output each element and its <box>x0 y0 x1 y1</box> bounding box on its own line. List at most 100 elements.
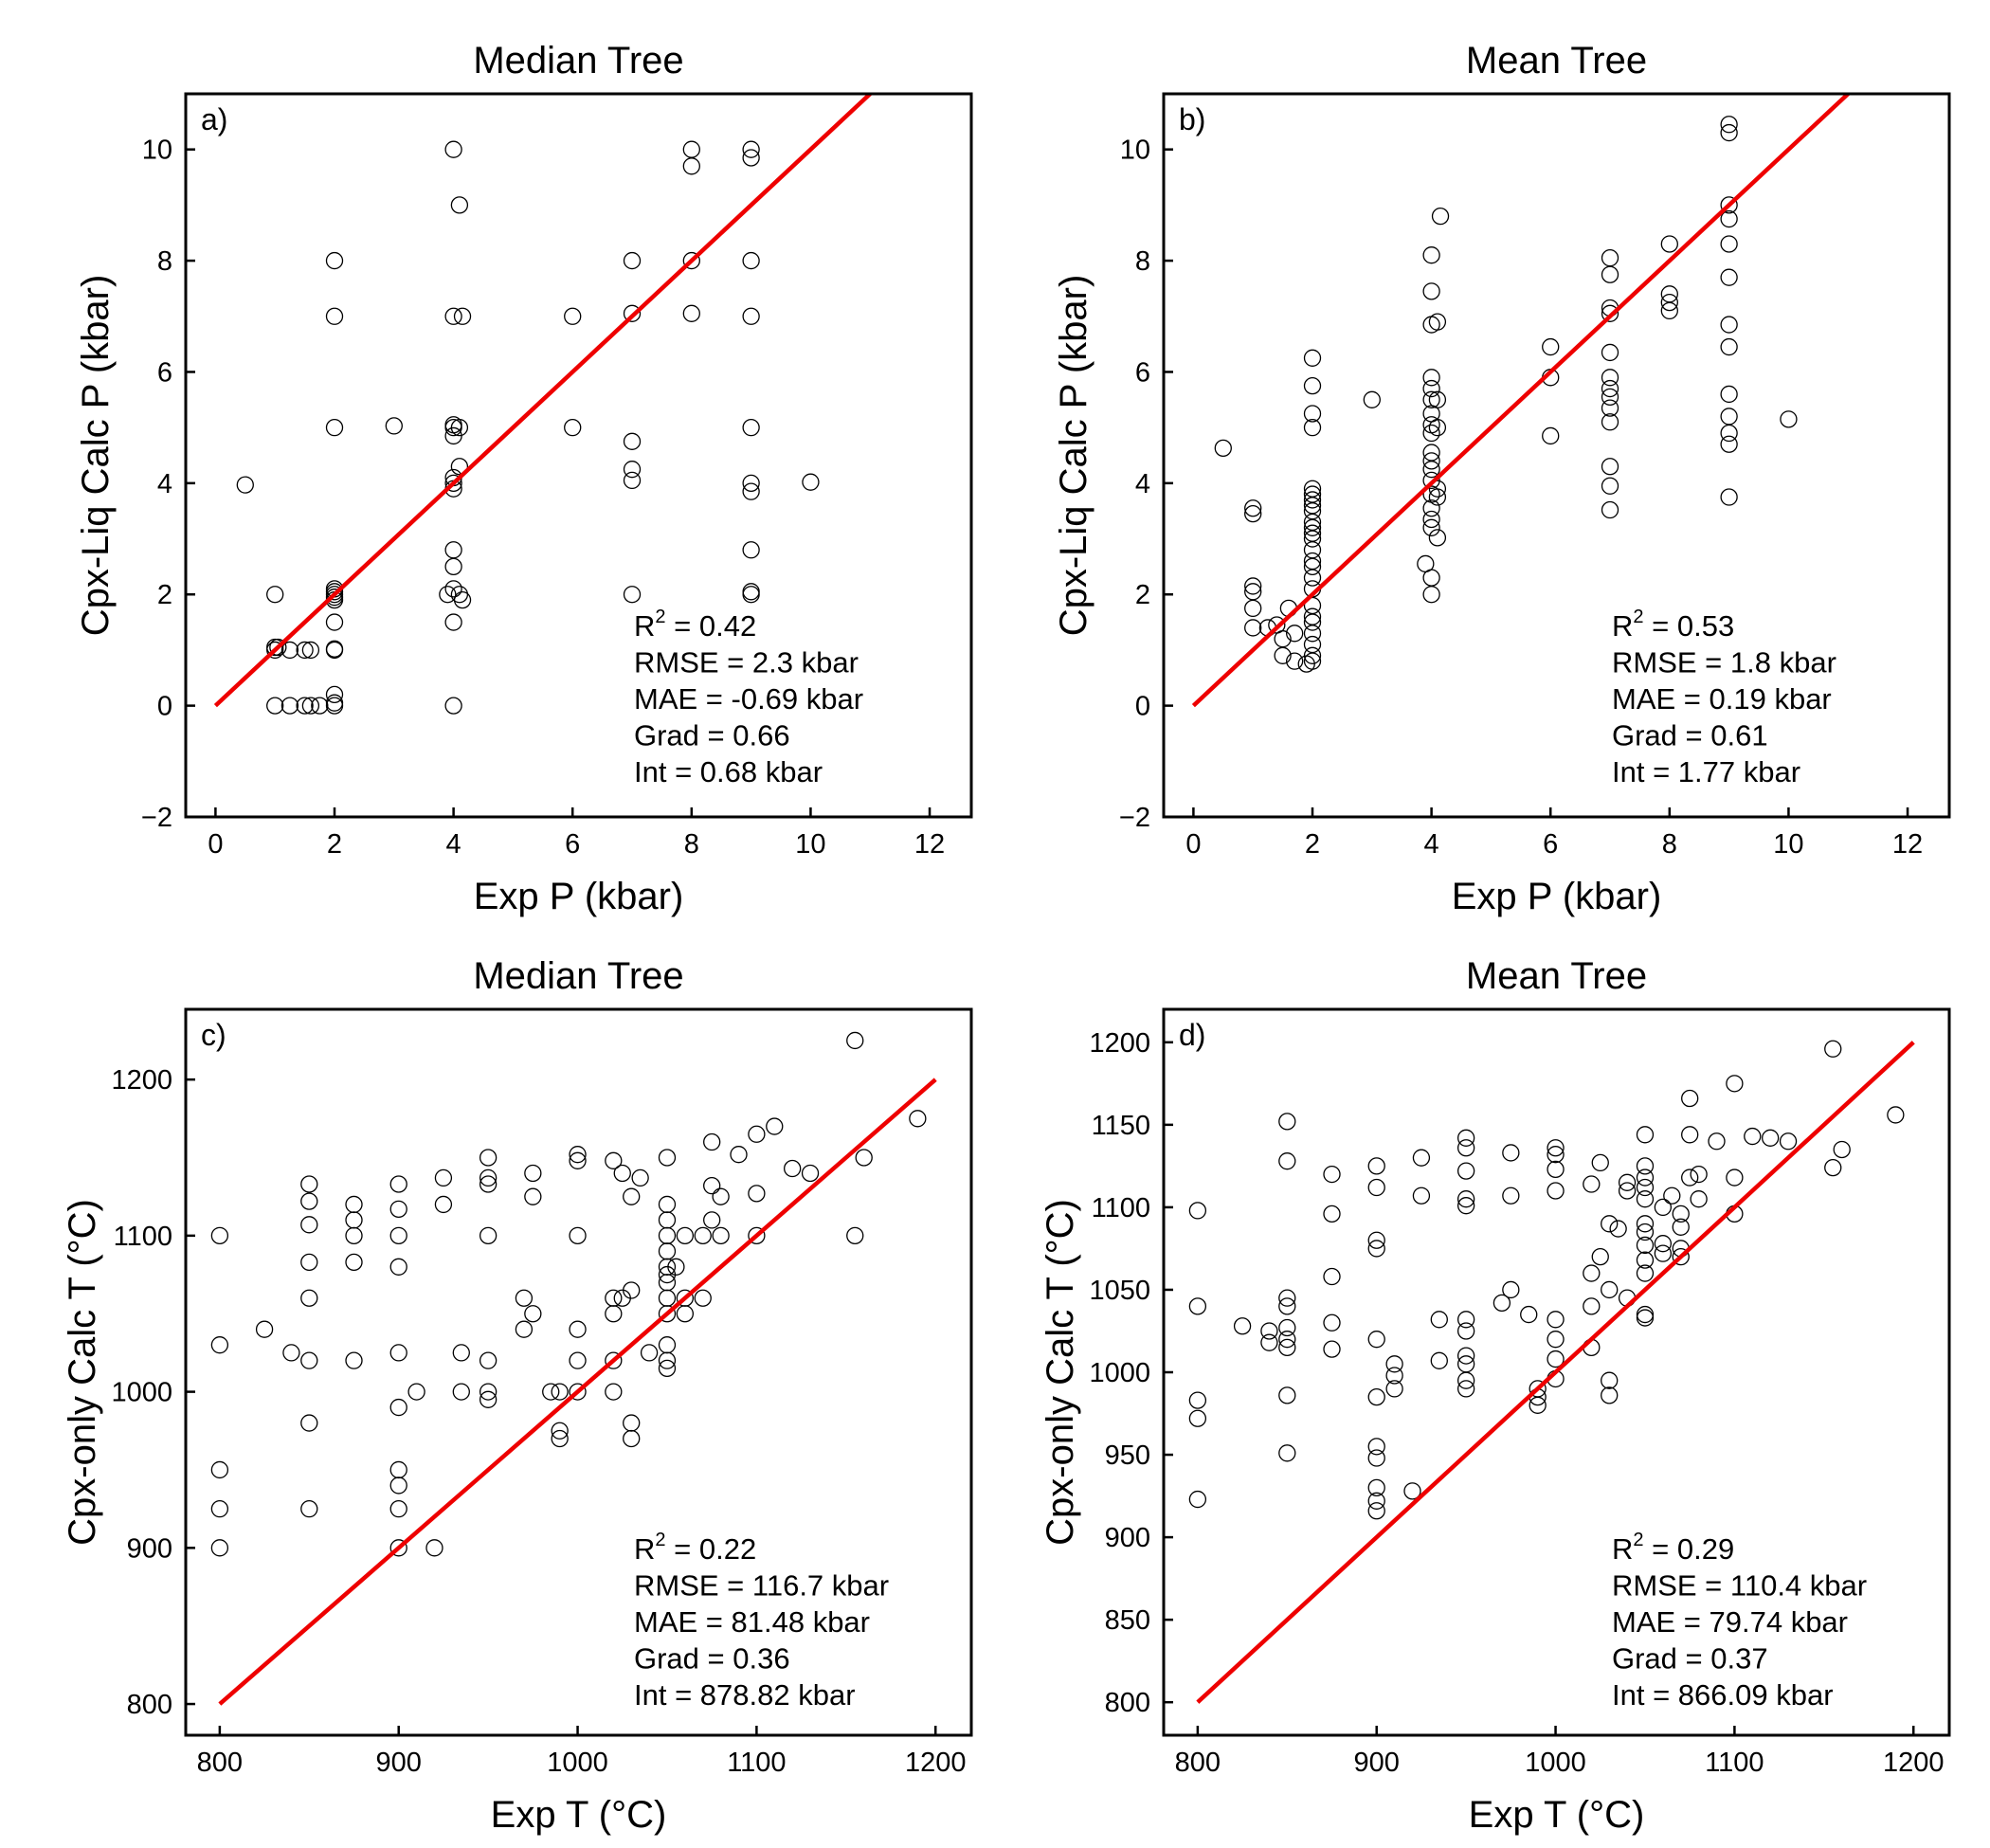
x-tick-label: 4 <box>446 829 461 860</box>
data-point <box>1274 646 1292 664</box>
data-point <box>301 641 320 660</box>
data-point <box>1430 1351 1448 1369</box>
panel-c: Median Tree 800 900 1000 1100 1200 800 900 1000 1… <box>62 955 973 1836</box>
data-point <box>658 1149 677 1167</box>
x-tick-label: 12 <box>1892 829 1923 860</box>
data-point <box>1591 1247 1609 1266</box>
y-tick-label: 0 <box>157 692 172 722</box>
data-point <box>1214 439 1232 458</box>
data-point <box>1601 458 1619 476</box>
data-point <box>282 1344 300 1362</box>
panel-b: Mean Tree 0 2 4 6 8 10 12 −2 0 2 4 6 8 10 Exp P (kbar) C… <box>1053 40 1951 917</box>
y-axis-label: Cpx-Liq Calc P (kbar) <box>1053 275 1094 637</box>
data-point <box>1591 1153 1609 1172</box>
data-point <box>1278 1152 1296 1170</box>
data-point <box>1456 1311 1475 1329</box>
data-point <box>1303 491 1322 509</box>
stat-mae: MAE = 0.19 kbar <box>1612 682 1832 716</box>
data-point <box>1385 1367 1403 1385</box>
data-point <box>551 1429 569 1448</box>
stat-r2-value: = 0.53 <box>1644 609 1735 643</box>
data-point <box>210 1460 229 1479</box>
data-points <box>1188 1040 1905 1520</box>
data-point <box>605 1351 623 1369</box>
data-point <box>450 458 469 476</box>
data-point <box>682 157 700 175</box>
data-point <box>1367 1331 1385 1349</box>
data-point <box>1422 461 1440 479</box>
data-point <box>1303 646 1322 664</box>
data-point <box>748 1226 766 1245</box>
data-point <box>1636 1305 1655 1324</box>
data-point <box>1323 1314 1341 1332</box>
data-point <box>742 149 760 167</box>
data-point <box>515 1320 534 1338</box>
data-point <box>1422 379 1440 398</box>
data-point <box>802 473 820 491</box>
data-point <box>1428 313 1447 331</box>
x-tick-label: 6 <box>565 829 580 860</box>
data-point <box>1663 1187 1681 1205</box>
data-point <box>300 1499 318 1518</box>
data-point <box>1636 1309 1655 1327</box>
data-point <box>1367 1449 1385 1467</box>
panel-label: d) <box>1179 1018 1205 1052</box>
data-point <box>1422 246 1440 264</box>
data-point <box>1385 1380 1403 1398</box>
data-point <box>569 1226 587 1245</box>
y-axis-label: Cpx-Liq Calc P (kbar) <box>75 275 117 637</box>
data-point <box>564 419 582 437</box>
data-point <box>479 1175 498 1193</box>
data-point <box>569 1320 587 1338</box>
data-point <box>605 1305 623 1323</box>
stat-rmse: RMSE = 116.7 kbar <box>634 1569 889 1603</box>
data-point <box>694 1226 712 1245</box>
data-point <box>694 1289 712 1307</box>
y-tick-label: −2 <box>141 803 172 833</box>
data-point <box>1720 209 1738 228</box>
data-point <box>1422 569 1440 587</box>
data-point <box>479 1149 498 1167</box>
data-point <box>1323 1267 1341 1286</box>
stat-r2-prefix: R <box>634 609 655 643</box>
data-point <box>703 1176 721 1195</box>
stat-r2: R2 = 0.29 <box>1612 1530 1734 1566</box>
data-point <box>1422 499 1440 517</box>
data-point <box>1430 1311 1448 1329</box>
stat-r2: R2 = 0.53 <box>1612 607 1734 643</box>
y-axis-label: Cpx-only Calc T (°C) <box>1040 1199 1081 1546</box>
data-point <box>1188 1297 1207 1315</box>
y-tick-label: 4 <box>157 469 172 499</box>
stat-rmse: RMSE = 2.3 kbar <box>634 646 859 679</box>
data-point <box>1601 500 1619 519</box>
data-point <box>623 1429 641 1448</box>
data-point <box>1385 1355 1403 1373</box>
data-point <box>325 251 344 270</box>
y-tick-label: 2 <box>157 580 172 610</box>
data-point <box>444 140 462 158</box>
y-tick-label: 800 <box>127 1690 172 1720</box>
stat-r2-prefix: R <box>634 1532 655 1566</box>
stat-grad: Grad = 0.37 <box>1612 1642 1768 1676</box>
data-point <box>623 471 642 490</box>
data-point <box>1456 1129 1475 1147</box>
data-point <box>1636 1169 1655 1187</box>
data-point <box>1583 1264 1601 1282</box>
data-point <box>1412 1149 1431 1167</box>
x-tick-label: 1100 <box>727 1748 786 1778</box>
data-point <box>1636 1215 1655 1233</box>
data-point <box>1456 1380 1475 1398</box>
data-point <box>210 1226 229 1245</box>
x-tick-label: 10 <box>795 829 825 860</box>
data-point <box>453 307 472 325</box>
data-point <box>389 1398 407 1417</box>
x-tick-label: 800 <box>197 1748 243 1778</box>
data-point <box>1720 123 1738 142</box>
data-point <box>479 1226 498 1245</box>
y-tick-label: 850 <box>1105 1605 1150 1636</box>
data-point <box>1367 1478 1385 1497</box>
data-point <box>1428 480 1447 498</box>
data-point <box>524 1164 542 1183</box>
data-point <box>551 1422 569 1440</box>
data-point <box>325 613 344 631</box>
